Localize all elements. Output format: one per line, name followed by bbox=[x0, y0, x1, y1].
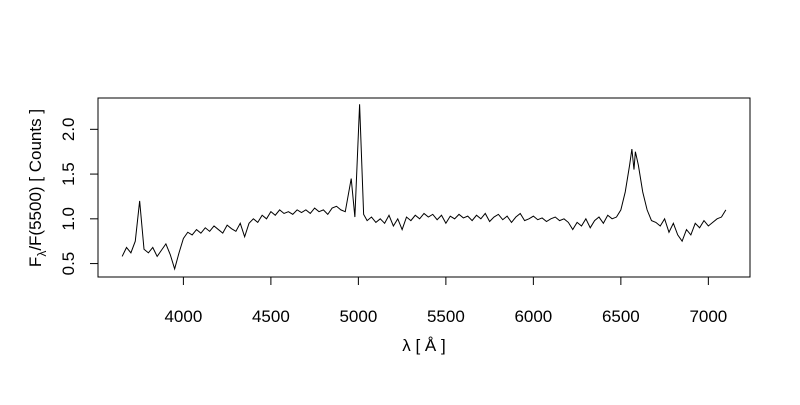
y-tick-label: 2.0 bbox=[59, 118, 78, 142]
x-tick-label: 5500 bbox=[427, 307, 465, 326]
y-tick-label: 0.5 bbox=[59, 252, 78, 276]
x-tick-label: 4500 bbox=[252, 307, 290, 326]
x-tick-label: 6000 bbox=[514, 307, 552, 326]
x-tick-label: 5000 bbox=[339, 307, 377, 326]
x-tick-label: 7000 bbox=[689, 307, 727, 326]
x-tick-label: 4000 bbox=[164, 307, 202, 326]
y-label-sub: λ bbox=[35, 251, 49, 257]
x-axis-label: λ [ Å ] bbox=[402, 336, 445, 355]
plot-box bbox=[97, 97, 751, 278]
y-label-rest: /F(5500) [ Counts ] bbox=[26, 109, 45, 251]
x-tick-label: 6500 bbox=[602, 307, 640, 326]
y-axis-label: Fλ/F(5500) [ Counts ] bbox=[26, 109, 49, 267]
y-label-main: F bbox=[26, 257, 45, 267]
spectrum-line bbox=[121, 104, 727, 271]
y-tick-label: 1.5 bbox=[59, 162, 78, 186]
y-tick-label: 1.0 bbox=[59, 207, 78, 231]
